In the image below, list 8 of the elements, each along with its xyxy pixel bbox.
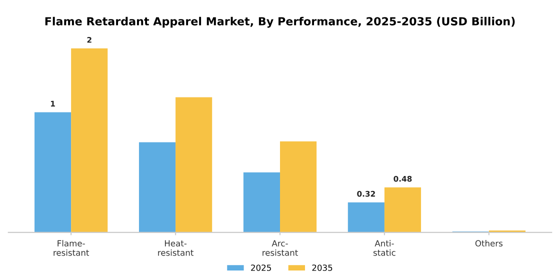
x-tick-label: Flame- resistant [54,240,90,256]
x-tick-label: Arc- resistant [262,240,298,256]
x-tick-label: Others [475,240,503,246]
x-tick-label: Anti- static [373,240,396,256]
legend-label: 2035 [312,264,332,271]
chart-title: Flame Retardant Apparel Market, By Performance, 2025-2035 (USD Billion) [45,16,515,28]
x-tick-label: Heat- resistant [158,240,194,256]
legend-label: 2025 [251,264,271,271]
